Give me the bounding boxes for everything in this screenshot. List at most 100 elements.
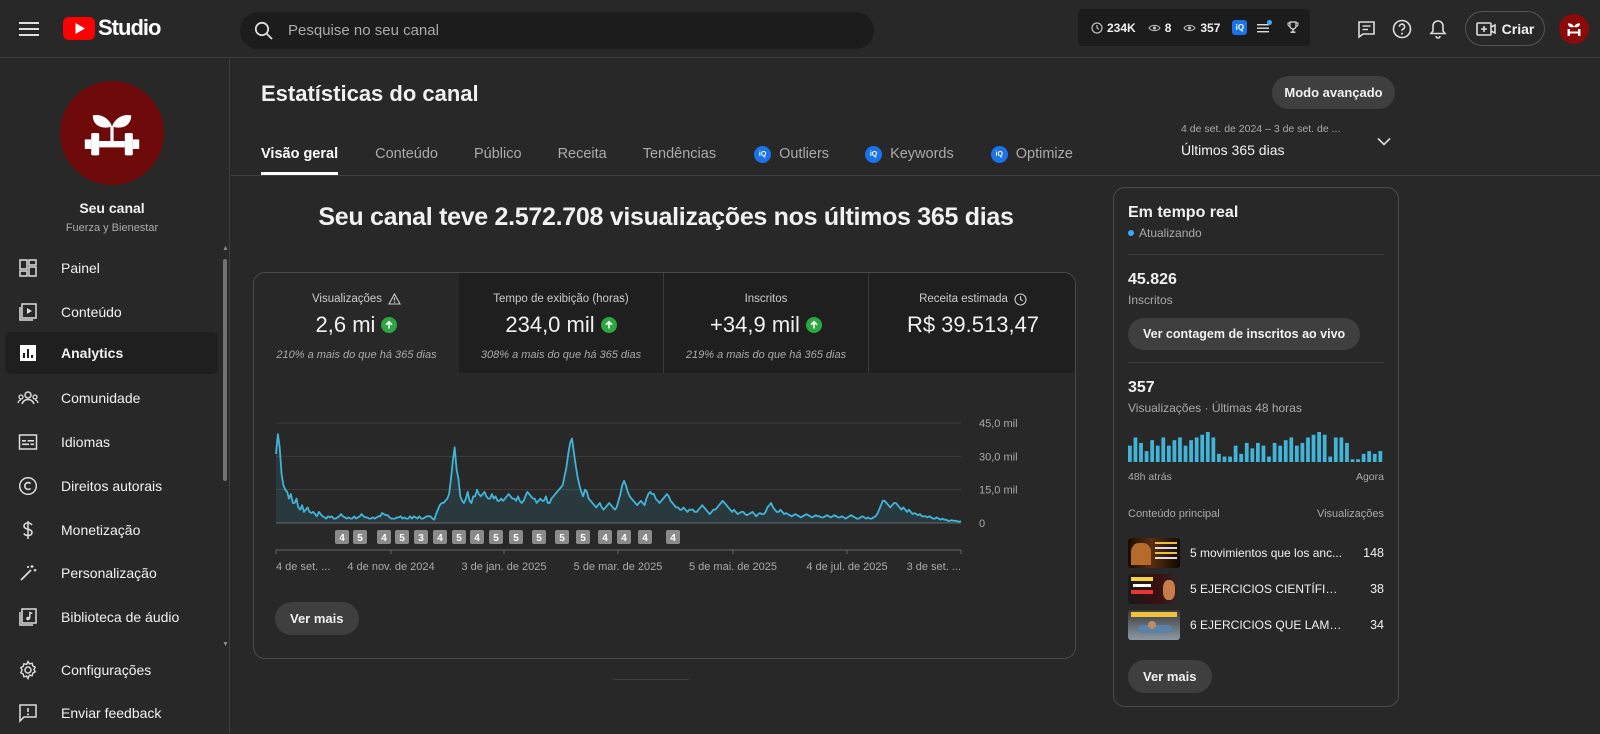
publish-marker [414,530,428,544]
metric-label: Inscritos [744,293,788,305]
views-value: 357 [1200,20,1221,35]
views-chart-area: 45,0 mil 30,0 mil 15,0 mil 0 4 5 4 5 3 4 5 4 5 5 5 5 5 4 4… [254,373,1075,658]
realtime-card: Em tempo real Atualizando 45.826 Inscrit… [1113,187,1399,707]
publish-marker-label: 4 [670,533,676,544]
sidebar-item-label: Painel [61,260,100,276]
publish-marker-label: 4 [381,533,387,544]
date-range-dates: 4 de set. de 2024 – 3 de set. de ... [1181,123,1341,135]
publish-marker [666,530,680,544]
youtube-studio-logo[interactable]: Studio [63,15,161,41]
tab-label: Outliers [779,146,830,162]
tab-tendencias[interactable]: Tendências [643,133,716,175]
spark-axis-right: Agora [1355,471,1384,483]
content-icon [17,301,39,323]
subscriber-count: 45.826 [1128,271,1177,288]
tab-receita[interactable]: Receita [558,133,607,175]
live-subscribers-button[interactable]: Ver contagem de inscritos ao vivo [1128,318,1361,350]
extension-stats-bar[interactable]: 234K 8 357 iQ [1078,9,1310,46]
sidebar-item-monetizacao[interactable]: Monetização [5,509,218,551]
realtime-bar [1372,453,1377,462]
channel-subtitle: Fuerza y Bienestar [65,222,159,234]
sidebar-item-configuracoes[interactable]: Configurações [5,649,218,691]
trophy-icon[interactable] [1287,21,1299,34]
create-button[interactable]: Criar [1465,11,1545,46]
realtime-status: Atualizando [1128,226,1202,240]
sidebar-item-idiomas[interactable]: Idiomas [5,421,218,463]
channel-avatar[interactable] [60,81,164,185]
add-video-icon [1475,21,1496,36]
account-avatar[interactable] [1559,14,1589,44]
metric-note: 210% a mais do que há 365 dias [276,349,437,361]
top-content-row[interactable]: 5 EJERCICIOS CIENTÍFICAM... 38 [1128,574,1384,604]
list-icon[interactable] [1255,19,1273,33]
eye-icon [1183,24,1197,31]
metric-revenue[interactable]: Receita estimada R$ 39.513,47 [869,273,1075,373]
tab-outliers[interactable]: iQ Outliers [754,133,829,175]
sidebar-item-analytics[interactable]: Analytics [5,332,218,374]
sidebar-item-comunidade[interactable]: Comunidade [5,377,218,419]
logo-text: Studio [98,15,161,40]
section-divider [613,679,689,680]
vidiq-logo-icon[interactable]: iQ [1232,20,1248,35]
metric-subscribers[interactable]: Inscritos +34,9 mil 219% a mais do que h… [664,273,869,373]
realtime-bar [1294,445,1299,462]
x-tick-label: 3 de jan. de 2025 [461,561,546,573]
see-more-button[interactable]: Ver mais [275,602,359,635]
sidebar-item-conteudo[interactable]: Conteúdo [5,291,218,333]
realtime-bar [1133,437,1138,462]
video-views: 38 [1370,582,1384,596]
metric-watch-time[interactable]: Tempo de exibição (horas) 234,0 mil 308%… [459,273,664,373]
scroll-down-arrow-icon[interactable]: ▼ [222,641,229,648]
youtube-play-icon [63,16,95,40]
realtime-see-more-button[interactable]: Ver mais [1128,660,1212,693]
realtime-bar [1272,442,1277,462]
metric-label: Tempo de exibição (horas) [493,293,629,305]
publish-marker [576,530,590,544]
sidebar-item-painel[interactable]: Painel [5,247,218,289]
realtime-bar [1267,456,1271,462]
divider [1128,362,1384,363]
tab-conteudo[interactable]: Conteúdo [375,133,438,175]
feedback-comment-icon[interactable] [1353,16,1379,42]
search-box[interactable] [240,12,874,49]
subscriber-label: Inscritos [1128,293,1173,307]
sidebar-item-direitos-autorais[interactable]: Direitos autorais [5,465,218,507]
realtime-bar [1311,434,1316,462]
sidebar-item-enviar-feedback[interactable]: Enviar feedback [5,692,218,734]
advanced-mode-button[interactable]: Modo avançado [1272,76,1395,109]
views-48h-count: 357 [1128,379,1155,396]
sidebar-item-label: Comunidade [61,390,141,406]
sidebar-item-biblioteca-de-audio[interactable]: Biblioteca de áudio [5,596,218,638]
realtime-bar-chart [1128,432,1383,462]
realtime-bar [1166,445,1171,462]
scroll-up-arrow-icon[interactable]: ▲ [222,245,229,252]
live-viewers-stat: 8 [1148,21,1171,35]
search-input[interactable] [288,22,828,39]
sidebar-item-label: Conteúdo [61,304,122,320]
sidebar-scrollbar[interactable] [223,259,227,481]
sidebar-item-personalizacao[interactable]: Personalização [5,552,218,594]
realtime-bar [1256,442,1260,462]
realtime-bar [1222,456,1227,462]
tab-optimize[interactable]: iQ Optimize [990,133,1073,175]
analytics-icon [17,342,39,364]
date-range-picker[interactable]: 4 de set. de 2024 – 3 de set. de ... Últ… [1181,123,1395,158]
top-content-row[interactable]: 5 movimientos que los anc... 148 [1128,538,1384,568]
realtime-bar [1178,437,1182,462]
tab-publico[interactable]: Público [474,133,522,175]
realtime-bar [1356,459,1360,462]
help-icon[interactable] [1389,16,1415,42]
notifications-bell-icon[interactable] [1425,16,1451,42]
metric-views[interactable]: Visualizações 2,6 mi 210% a mais do que … [254,273,459,373]
top-content-row[interactable]: 6 EJERCICIOS QUE LAMENT... 34 [1128,610,1384,640]
sidebar-item-label: Analytics [61,345,124,361]
publish-marker-label: 5 [357,533,363,544]
tab-visao-geral[interactable]: Visão geral [261,133,339,175]
publish-marker [395,530,409,544]
create-label: Criar [1501,20,1535,37]
hamburger-menu-icon[interactable] [14,14,44,44]
tab-keywords[interactable]: iQ Keywords [865,133,954,175]
publish-marker [638,530,652,544]
publish-marker-label: 3 [418,533,424,544]
video-thumbnail [1128,574,1180,604]
